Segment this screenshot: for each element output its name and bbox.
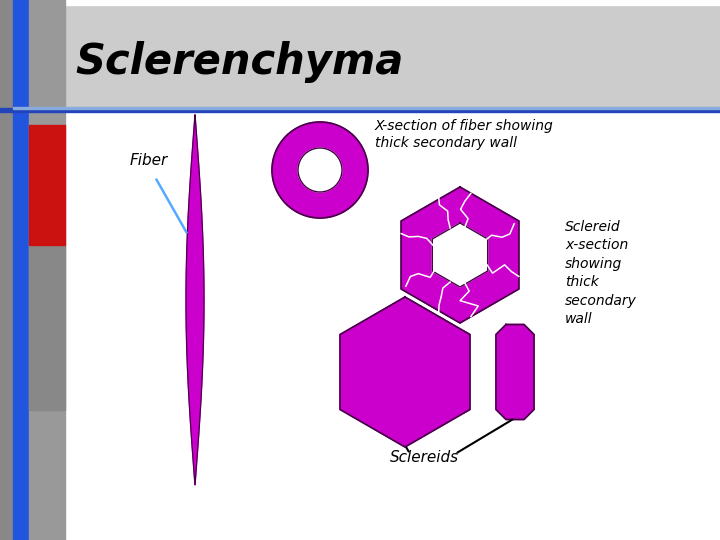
Bar [0, 0, 13, 540]
Polygon shape [401, 187, 519, 323]
Text: X-section of fiber showing: X-section of fiber showing [375, 119, 554, 133]
Circle shape [298, 148, 342, 192]
Bar [0, 0, 720, 5]
Bar [29, 0, 65, 540]
Text: thick secondary wall: thick secondary wall [375, 136, 517, 150]
Polygon shape [432, 223, 487, 287]
Polygon shape [186, 115, 204, 485]
Bar [29, 125, 65, 245]
Bar [0, 0, 720, 110]
Bar [0, 108, 720, 112]
Text: Fiber: Fiber [130, 153, 168, 168]
Polygon shape [496, 325, 534, 420]
Circle shape [272, 122, 368, 218]
Bar [29, 245, 65, 410]
Text: Sclereid
x-section
showing
thick
secondary
wall: Sclereid x-section showing thick seconda… [565, 220, 637, 326]
Polygon shape [340, 297, 470, 447]
Bar [13, 0, 29, 540]
Text: Sclereids: Sclereids [390, 450, 459, 465]
Bar [13, 107, 720, 109]
Text: Sclerenchyma: Sclerenchyma [75, 41, 403, 83]
